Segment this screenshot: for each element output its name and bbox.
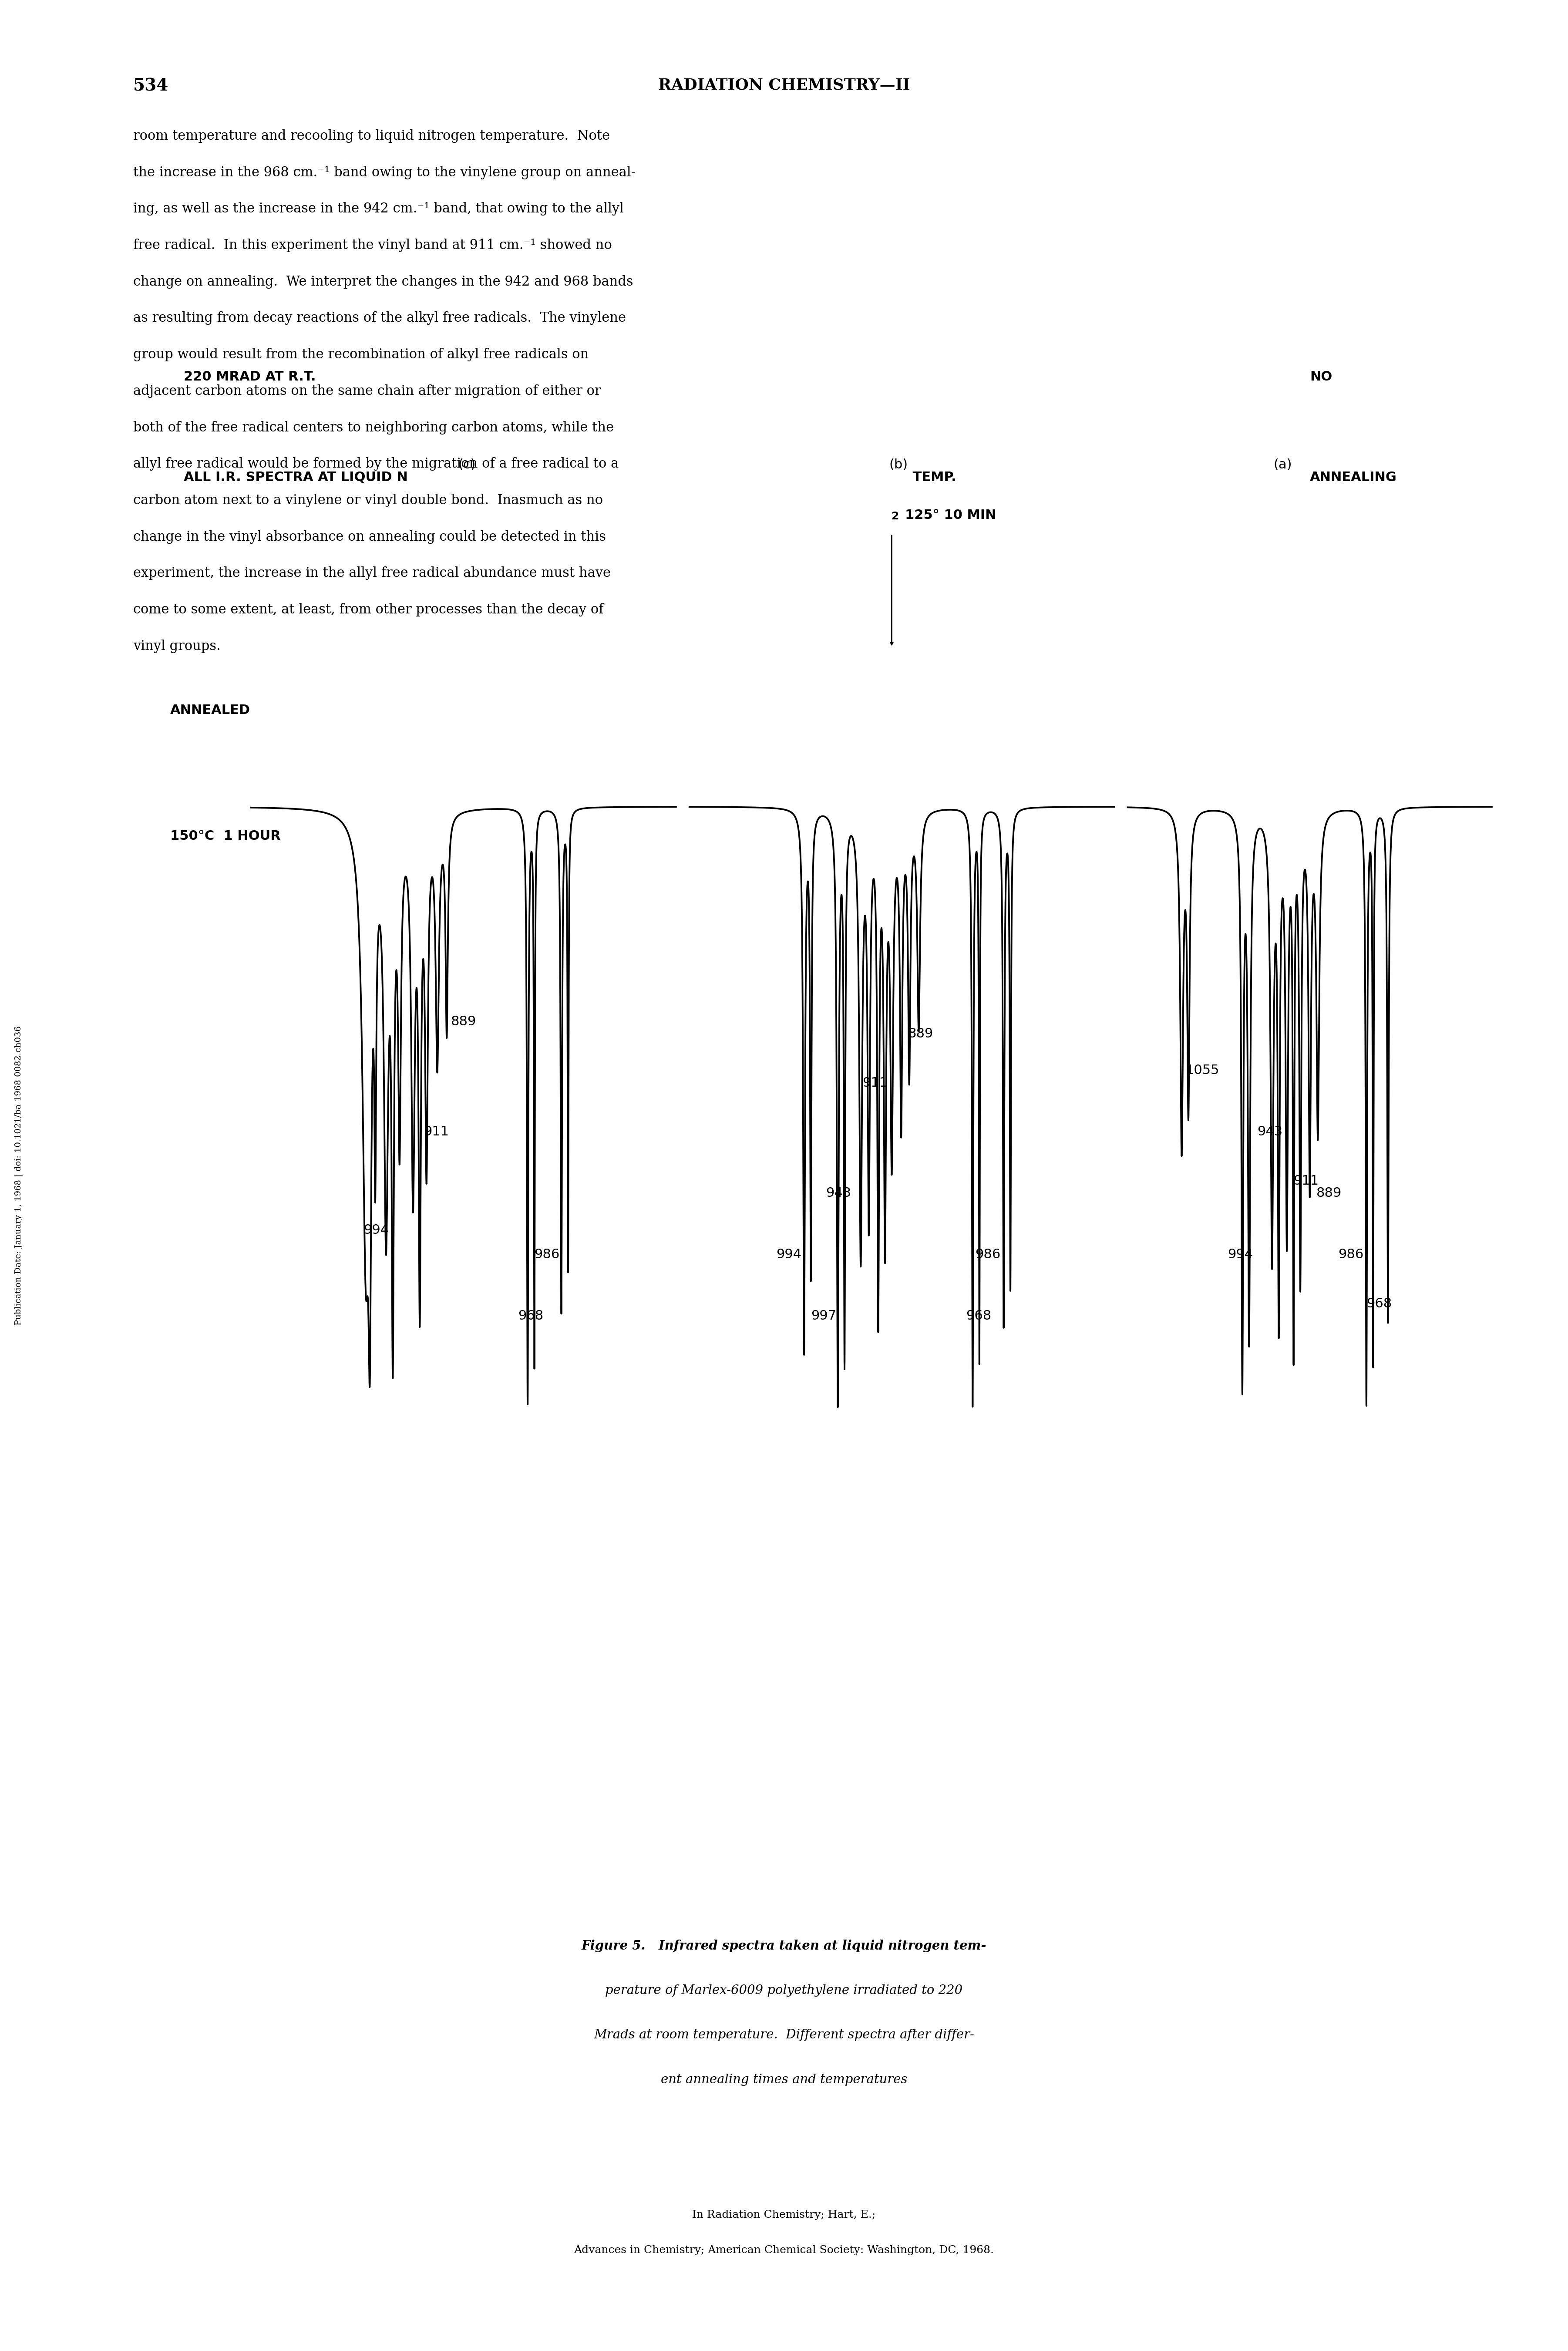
Text: both of the free radical centers to neighboring carbon atoms, while the: both of the free radical centers to neig… bbox=[133, 421, 615, 435]
Text: 534: 534 bbox=[133, 78, 169, 94]
Text: change on annealing.  We interpret the changes in the 942 and 968 bands: change on annealing. We interpret the ch… bbox=[133, 275, 633, 289]
Text: In Radiation Chemistry; Hart, E.;: In Radiation Chemistry; Hart, E.; bbox=[693, 2210, 875, 2219]
Text: ent annealing times and temperatures: ent annealing times and temperatures bbox=[660, 2074, 908, 2085]
Text: 986: 986 bbox=[975, 1248, 1000, 1260]
Text: 889: 889 bbox=[450, 1016, 477, 1027]
Text: 889: 889 bbox=[1317, 1187, 1342, 1199]
Text: (c): (c) bbox=[458, 458, 475, 470]
Text: RADIATION CHEMISTRY—II: RADIATION CHEMISTRY—II bbox=[659, 78, 909, 92]
Text: 968: 968 bbox=[966, 1310, 991, 1321]
Text: the increase in the 968 cm.⁻¹ band owing to the vinylene group on anneal-: the increase in the 968 cm.⁻¹ band owing… bbox=[133, 165, 635, 179]
Text: vinyl groups.: vinyl groups. bbox=[133, 639, 221, 654]
Text: room temperature and recooling to liquid nitrogen temperature.  Note: room temperature and recooling to liquid… bbox=[133, 129, 610, 143]
Text: 150°C  1 HOUR: 150°C 1 HOUR bbox=[171, 830, 281, 842]
Text: come to some extent, at least, from other processes than the decay of: come to some extent, at least, from othe… bbox=[133, 604, 604, 616]
Text: change in the vinyl absorbance on annealing could be detected in this: change in the vinyl absorbance on anneal… bbox=[133, 531, 605, 543]
Text: carbon atom next to a vinylene or vinyl double bond.  Inasmuch as no: carbon atom next to a vinylene or vinyl … bbox=[133, 494, 604, 508]
Text: experiment, the increase in the allyl free radical abundance must have: experiment, the increase in the allyl fr… bbox=[133, 567, 612, 581]
Text: free radical.  In this experiment the vinyl band at 911 cm.⁻¹ showed no: free radical. In this experiment the vin… bbox=[133, 240, 612, 252]
Text: (b): (b) bbox=[889, 458, 908, 470]
Text: 994: 994 bbox=[776, 1248, 801, 1260]
Text: allyl free radical would be formed by the migration of a free radical to a: allyl free radical would be formed by th… bbox=[133, 458, 619, 470]
Text: Advances in Chemistry; American Chemical Society: Washington, DC, 1968.: Advances in Chemistry; American Chemical… bbox=[574, 2245, 994, 2255]
Text: 997: 997 bbox=[811, 1310, 836, 1321]
Text: Publication Date: January 1, 1968 | doi: 10.1021/ba-1968-0082.ch036: Publication Date: January 1, 1968 | doi:… bbox=[14, 1025, 24, 1326]
Text: ing, as well as the increase in the 942 cm.⁻¹ band, that owing to the allyl: ing, as well as the increase in the 942 … bbox=[133, 202, 624, 216]
Text: ANNEALED: ANNEALED bbox=[171, 703, 251, 717]
Text: 994: 994 bbox=[1228, 1248, 1253, 1260]
Text: 968: 968 bbox=[517, 1310, 544, 1321]
Text: 125° 10 MIN: 125° 10 MIN bbox=[905, 508, 996, 522]
Text: (a): (a) bbox=[1273, 458, 1292, 470]
Text: perature of Marlex-6009 polyethylene irradiated to 220: perature of Marlex-6009 polyethylene irr… bbox=[605, 1984, 963, 1996]
Text: 986: 986 bbox=[1339, 1248, 1364, 1260]
Text: Mrads at room temperature.  Different spectra after differ-: Mrads at room temperature. Different spe… bbox=[594, 2029, 974, 2041]
Text: 943: 943 bbox=[826, 1187, 851, 1199]
Text: 911: 911 bbox=[862, 1077, 887, 1089]
Text: TEMP.: TEMP. bbox=[908, 470, 956, 484]
Text: 994: 994 bbox=[364, 1225, 389, 1237]
Text: group would result from the recombination of alkyl free radicals on: group would result from the recombinatio… bbox=[133, 348, 588, 362]
Text: NO: NO bbox=[1309, 371, 1333, 383]
Text: 968: 968 bbox=[1366, 1298, 1392, 1310]
Text: 911: 911 bbox=[423, 1126, 448, 1138]
Text: 943: 943 bbox=[1258, 1126, 1283, 1138]
Text: 220 MRAD AT R.T.: 220 MRAD AT R.T. bbox=[183, 371, 315, 383]
Text: 911: 911 bbox=[1294, 1176, 1319, 1187]
Text: 2: 2 bbox=[892, 510, 900, 522]
Text: ALL I.R. SPECTRA AT LIQUID N: ALL I.R. SPECTRA AT LIQUID N bbox=[183, 470, 408, 484]
Text: ANNEALING: ANNEALING bbox=[1309, 470, 1397, 484]
Text: 1055: 1055 bbox=[1185, 1065, 1220, 1077]
Text: adjacent carbon atoms on the same chain after migration of either or: adjacent carbon atoms on the same chain … bbox=[133, 386, 601, 397]
Text: 986: 986 bbox=[535, 1248, 560, 1260]
Text: 889: 889 bbox=[908, 1027, 933, 1039]
Text: as resulting from decay reactions of the alkyl free radicals.  The vinylene: as resulting from decay reactions of the… bbox=[133, 313, 626, 324]
Text: Figure 5.   Infrared spectra taken at liquid nitrogen tem-: Figure 5. Infrared spectra taken at liqu… bbox=[582, 1940, 986, 1951]
